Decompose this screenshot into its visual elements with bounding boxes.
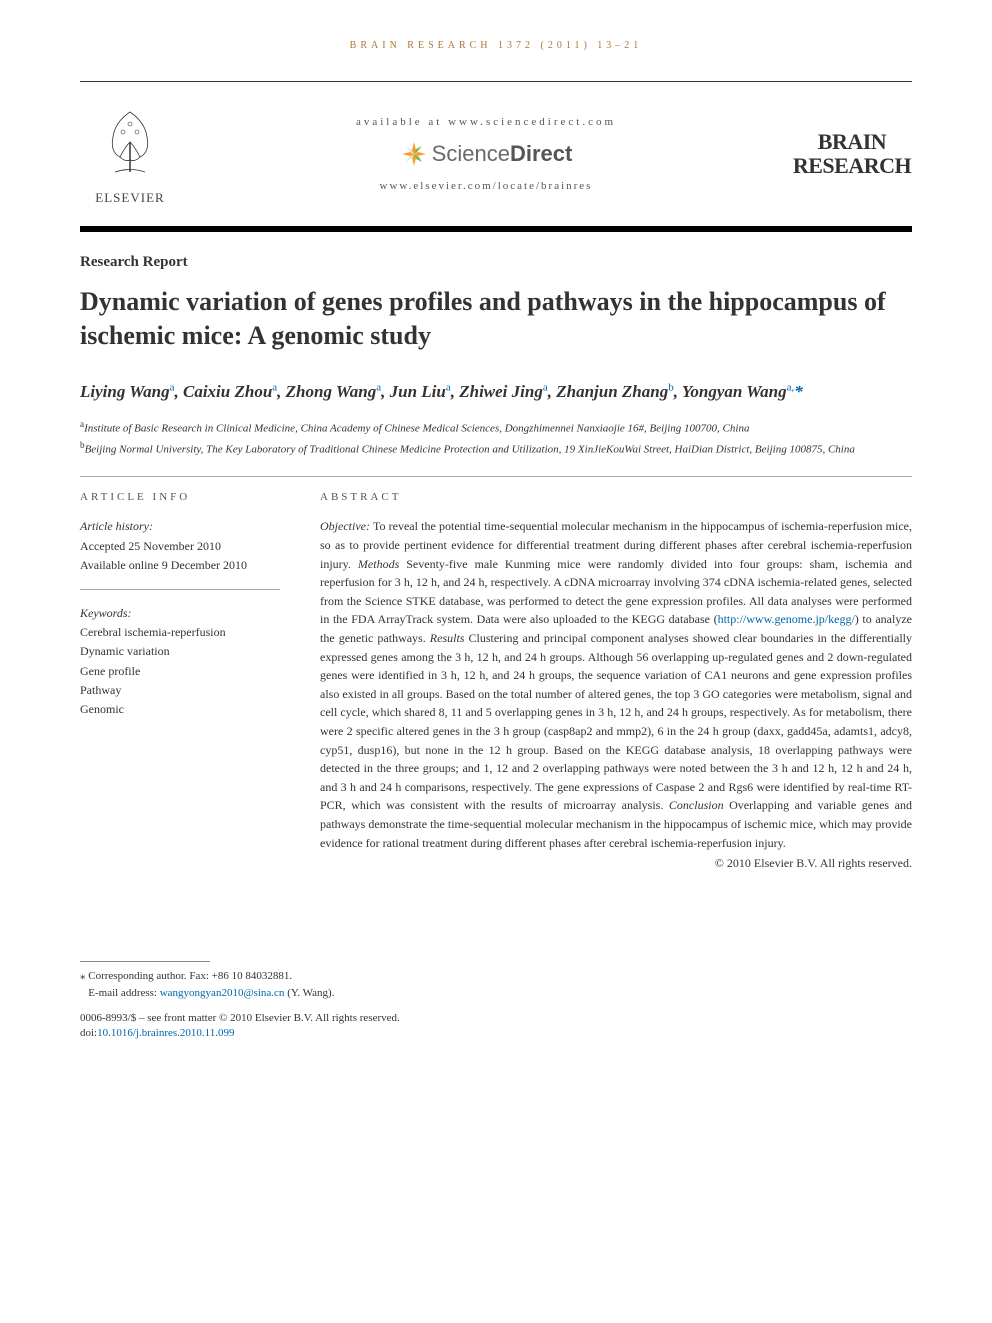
abstract-column: ABSTRACT Objective: To reveal the potent… <box>320 491 912 871</box>
keywords-label: Keywords: <box>80 604 280 623</box>
abstract-head: ABSTRACT <box>320 491 912 503</box>
affiliations: aInstitute of Basic Research in Clinical… <box>80 418 912 458</box>
affiliation: bBeijing Normal University, The Key Labo… <box>80 439 912 458</box>
doi-line: doi:10.1016/j.brainres.2010.11.099 <box>80 1026 912 1041</box>
article-info-head: ARTICLE INFO <box>80 491 280 503</box>
keyword: Cerebral ischemia-reperfusion <box>80 623 280 642</box>
doi-link[interactable]: 10.1016/j.brainres.2010.11.099 <box>97 1027 234 1039</box>
article-history-block: Article history: Accepted 25 November 20… <box>80 517 280 590</box>
online-date: Available online 9 December 2010 <box>80 556 280 575</box>
sciencedirect-text: ScienceDirect <box>432 141 573 167</box>
history-label: Article history: <box>80 517 280 536</box>
bottom-info: 0006-8993/$ – see front matter © 2010 El… <box>80 1011 912 1042</box>
corr-line: ⁎ Corresponding author. Fax: +86 10 8403… <box>80 968 912 985</box>
keyword: Gene profile <box>80 662 280 681</box>
article-title: Dynamic variation of genes profiles and … <box>80 285 912 353</box>
authors: Liying Wanga, Caixiu Zhoua, Zhong Wanga,… <box>80 379 912 405</box>
locate-link[interactable]: www.elsevier.com/locate/brainres <box>180 180 792 192</box>
abstract-body: Objective: To reveal the potential time-… <box>320 517 912 852</box>
elsevier-text: ELSEVIER <box>80 190 180 206</box>
header-center: available at www.sciencedirect.com Scien… <box>180 116 792 192</box>
affiliation: aInstitute of Basic Research in Clinical… <box>80 418 912 437</box>
keywords-block: Keywords: Cerebral ischemia-reperfusion … <box>80 604 280 733</box>
available-at-text: available at www.sciencedirect.com <box>180 116 792 128</box>
article-info-column: ARTICLE INFO Article history: Accepted 2… <box>80 491 280 871</box>
running-head: BRAIN RESEARCH 1372 (2011) 13–21 <box>80 40 912 51</box>
sciencedirect-logo: ScienceDirect <box>180 140 792 168</box>
header-bar: ELSEVIER available at www.sciencedirect.… <box>80 81 912 232</box>
footnote-divider <box>80 961 210 962</box>
elsevier-logo: ELSEVIER <box>80 102 180 206</box>
sciencedirect-burst-icon <box>400 140 428 168</box>
journal-logo: BRAIN RESEARCH <box>792 130 912 178</box>
front-matter: 0006-8993/$ – see front matter © 2010 El… <box>80 1011 912 1026</box>
corr-email-line: E-mail address: wangyongyan2010@sina.cn … <box>80 985 912 1002</box>
divider <box>80 476 912 477</box>
abstract-copyright: © 2010 Elsevier B.V. All rights reserved… <box>320 856 912 871</box>
keyword: Genomic <box>80 700 280 719</box>
keyword: Pathway <box>80 681 280 700</box>
accepted-date: Accepted 25 November 2010 <box>80 537 280 556</box>
elsevier-tree-icon <box>95 102 165 182</box>
corresponding-author: ⁎ Corresponding author. Fax: +86 10 8403… <box>80 968 912 1001</box>
info-abstract-row: ARTICLE INFO Article history: Accepted 2… <box>80 491 912 871</box>
keyword: Dynamic variation <box>80 642 280 661</box>
email-link[interactable]: wangyongyan2010@sina.cn <box>160 987 285 999</box>
section-type: Research Report <box>80 254 912 271</box>
